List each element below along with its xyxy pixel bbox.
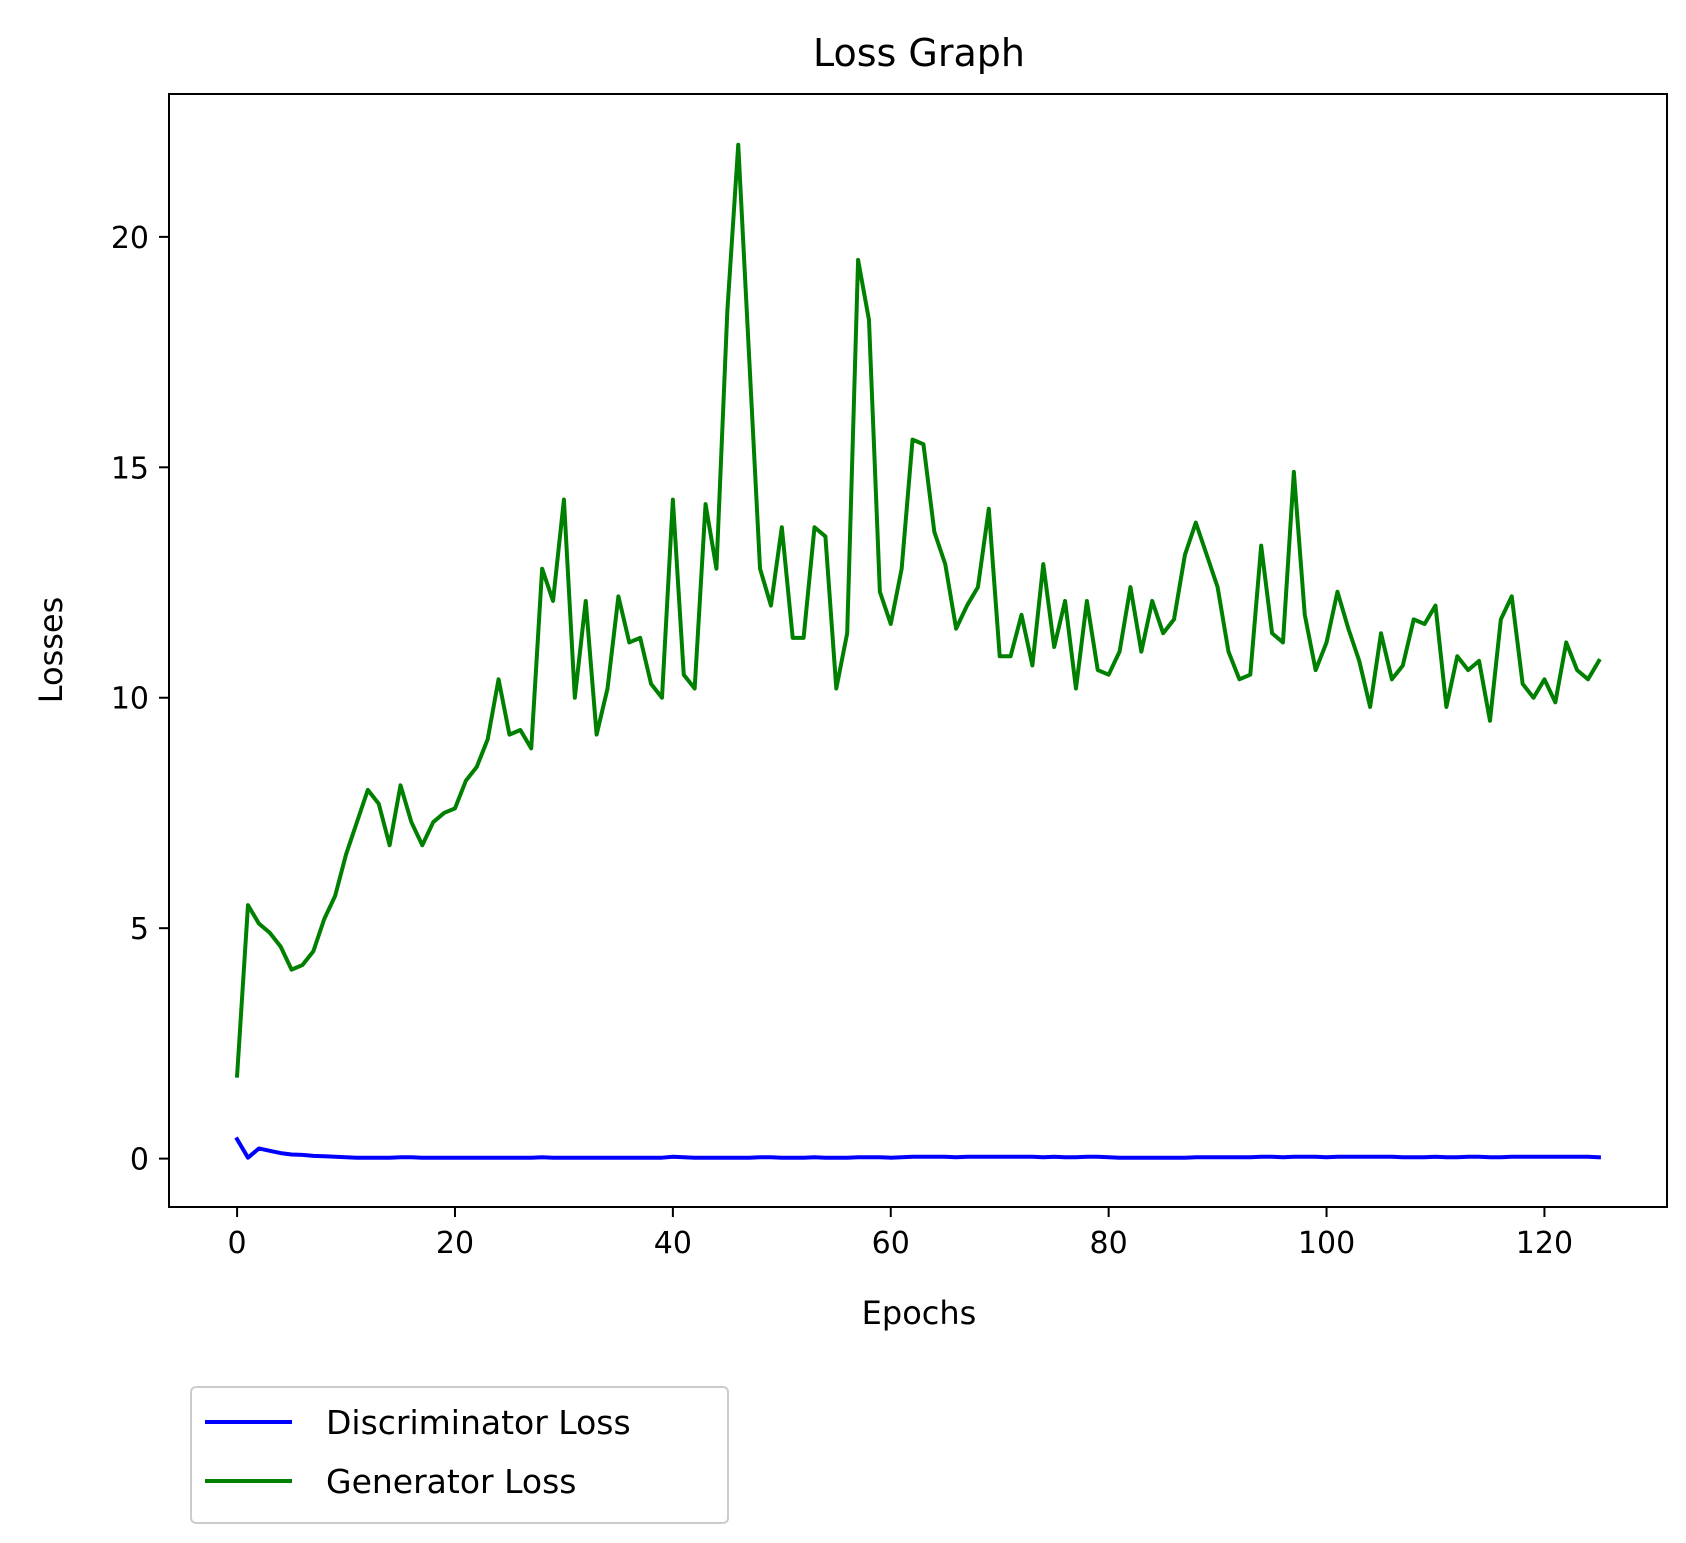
y-tick-label-5: 5 [130, 912, 149, 947]
y-tick-label-0: 0 [130, 1143, 149, 1178]
legend-label-discriminator: Discriminator Loss [326, 1403, 631, 1442]
x-tick-label-40: 40 [654, 1226, 692, 1261]
x-tick-label-0: 0 [228, 1226, 247, 1261]
chart-title: Loss Graph [813, 31, 1025, 75]
x-tick-label-80: 80 [1090, 1226, 1128, 1261]
legend-item-discriminator: Discriminator Loss [205, 1403, 631, 1442]
series-line-generator [234, 142, 1602, 1078]
x-axis-label: Epochs [862, 1294, 977, 1332]
x-tick-label-100: 100 [1298, 1226, 1355, 1261]
series-line-discriminator [234, 1136, 1601, 1160]
plot-area [168, 93, 1668, 1208]
y-axis-label: Losses [32, 597, 70, 704]
y-axis-ticks: 0 5 10 15 20 [111, 221, 169, 1178]
legend-label-generator: Generator Loss [326, 1462, 576, 1501]
x-axis-ticks: 0 20 40 60 80 100 120 [228, 1207, 1573, 1261]
x-tick-label-120: 120 [1516, 1226, 1573, 1261]
x-tick-label-20: 20 [436, 1226, 474, 1261]
x-tick-label-60: 60 [872, 1226, 910, 1261]
legend-item-generator: Generator Loss [205, 1462, 576, 1501]
y-tick-label-15: 15 [111, 451, 149, 486]
y-tick-label-20: 20 [111, 221, 149, 256]
plot-frame [168, 93, 1668, 1208]
y-tick-label-10: 10 [111, 682, 149, 717]
legend-frame [190, 1386, 729, 1524]
legend: Discriminator Loss Generator Loss [190, 1386, 729, 1524]
series-layer [234, 142, 1602, 1160]
